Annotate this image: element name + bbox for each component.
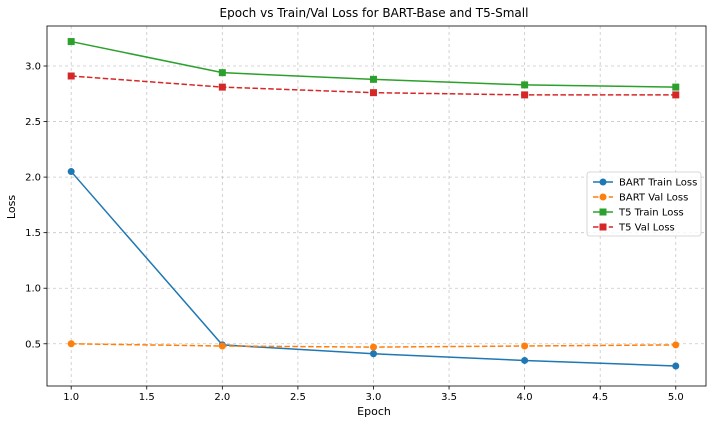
data-point [369, 89, 377, 97]
data-point [67, 72, 75, 80]
series-group [67, 38, 680, 370]
data-point [521, 81, 529, 89]
data-point [672, 83, 680, 91]
series-bart-val-loss [67, 340, 680, 351]
x-tick-label: 3.0 [366, 392, 382, 403]
data-point [218, 83, 226, 91]
data-point [521, 342, 529, 350]
legend-box [586, 171, 702, 237]
x-tick-label: 3.5 [441, 392, 457, 403]
x-tick-label: 5.0 [668, 392, 684, 403]
legend: BART Train Loss BART Val Loss T5 Train Los… [586, 171, 702, 237]
x-tick-label: 2.5 [290, 392, 306, 403]
data-point [672, 341, 680, 349]
y-tick-label: 0.5 [25, 339, 41, 350]
data-point [218, 342, 226, 350]
legend-entry: BART Train Loss [593, 178, 697, 189]
x-tick-label: 1.0 [63, 392, 79, 403]
y-tick-label: 3.0 [25, 62, 41, 73]
data-point [218, 69, 226, 77]
legend-label: BART Val Loss [619, 193, 688, 204]
data-point [369, 350, 377, 358]
x-tick-label: 4.5 [592, 392, 608, 403]
legend-marker [599, 223, 607, 231]
data-point [67, 168, 75, 176]
legend-marker [599, 208, 607, 216]
legend-marker [599, 178, 607, 186]
legend-label: T5 Val Loss [618, 223, 675, 234]
data-point [672, 362, 680, 370]
y-axis-label: Loss [5, 195, 18, 219]
data-point [369, 75, 377, 83]
legend-marker [599, 193, 607, 201]
ticks: 1.0 1.5 2.0 2.5 3.0 3.5 4.0 4.5 5.0 0.5 1.0 1.5 2.0 2… [25, 62, 684, 404]
chart-title: Epoch vs Train/Val Loss for BART-Base an… [220, 6, 529, 20]
x-tick-label: 2.0 [214, 392, 230, 403]
legend-label: T5 Train Loss [618, 208, 684, 219]
series-t5-train-loss [67, 38, 680, 91]
y-tick-label: 2.5 [25, 117, 41, 128]
legend-entry: BART Val Loss [593, 193, 688, 204]
x-tick-label: 4.0 [517, 392, 533, 403]
legend-label: BART Train Loss [619, 178, 697, 189]
data-point [521, 356, 529, 364]
data-point [521, 91, 529, 99]
data-point [67, 38, 75, 46]
data-point [369, 343, 377, 351]
data-point [672, 91, 680, 99]
series-t5-val-loss [67, 72, 680, 99]
y-tick-label: 2.0 [25, 173, 41, 184]
x-tick-label: 1.5 [139, 392, 155, 403]
legend-entry: T5 Train Loss [593, 208, 684, 219]
y-tick-label: 1.0 [25, 284, 41, 295]
y-tick-label: 1.5 [25, 228, 41, 239]
plot-frame [46, 25, 707, 387]
data-point [67, 340, 75, 348]
legend-entry: T5 Val Loss [593, 223, 675, 234]
x-axis-label: Epoch [357, 405, 391, 418]
